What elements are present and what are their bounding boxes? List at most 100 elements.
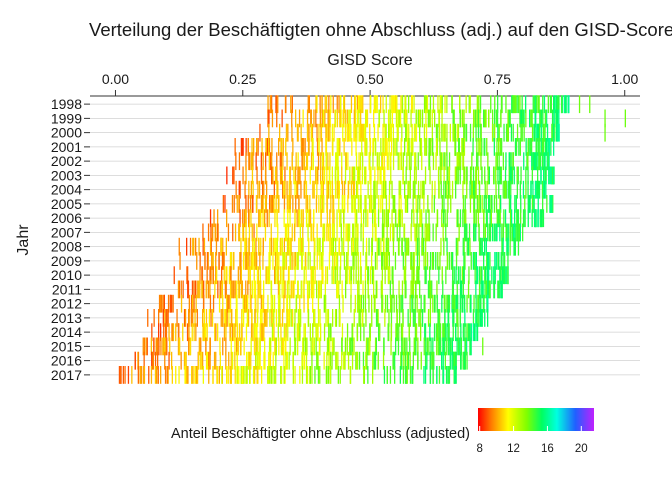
data-mark xyxy=(266,209,268,228)
data-mark xyxy=(317,237,319,256)
data-mark xyxy=(534,95,536,114)
data-mark xyxy=(299,237,301,256)
data-mark xyxy=(247,280,249,299)
data-mark xyxy=(236,366,239,384)
data-mark xyxy=(417,266,419,285)
data-mark xyxy=(417,109,419,128)
data-mark xyxy=(506,223,508,242)
data-mark xyxy=(256,337,258,356)
data-mark xyxy=(551,109,554,128)
data-mark xyxy=(269,252,271,270)
data-mark xyxy=(309,209,311,228)
data-mark xyxy=(500,95,503,114)
data-mark xyxy=(340,252,342,270)
data-mark xyxy=(461,138,463,156)
data-mark xyxy=(418,309,420,327)
data-mark xyxy=(200,351,202,370)
data-mark xyxy=(359,166,361,185)
data-mark xyxy=(340,209,342,228)
data-mark xyxy=(311,223,313,242)
data-mark xyxy=(402,309,404,327)
data-mark xyxy=(358,280,360,299)
data-mark xyxy=(404,195,407,213)
data-mark xyxy=(264,209,266,228)
data-mark xyxy=(227,366,229,384)
data-mark xyxy=(245,280,247,299)
data-mark xyxy=(450,252,453,270)
data-mark xyxy=(266,266,268,285)
data-mark xyxy=(374,209,377,228)
data-mark xyxy=(222,252,224,270)
data-mark xyxy=(320,152,322,171)
data-mark xyxy=(250,323,253,342)
data-mark xyxy=(281,280,283,299)
data-mark xyxy=(308,95,310,114)
data-mark xyxy=(466,237,468,256)
data-mark xyxy=(316,223,318,242)
data-mark xyxy=(336,166,338,185)
data-mark xyxy=(439,323,441,342)
data-mark xyxy=(334,180,337,199)
data-mark xyxy=(238,323,241,342)
data-mark xyxy=(457,166,459,185)
data-mark xyxy=(213,209,215,228)
data-mark xyxy=(351,138,353,156)
data-mark xyxy=(346,266,348,285)
data-mark xyxy=(222,195,224,213)
data-mark xyxy=(472,123,474,142)
data-mark xyxy=(373,180,375,199)
data-mark xyxy=(386,152,388,171)
data-mark xyxy=(323,223,325,242)
data-mark xyxy=(392,152,395,171)
data-mark xyxy=(171,294,173,313)
data-mark xyxy=(249,195,252,213)
data-mark xyxy=(253,280,255,299)
data-mark xyxy=(395,209,397,228)
data-mark xyxy=(491,266,493,285)
data-mark xyxy=(175,323,177,342)
data-mark xyxy=(286,195,288,213)
data-mark xyxy=(269,195,271,213)
data-mark xyxy=(283,266,285,285)
data-mark xyxy=(374,337,377,356)
data-mark xyxy=(396,223,398,242)
data-mark xyxy=(247,309,250,327)
data-mark xyxy=(457,294,459,313)
data-mark xyxy=(353,195,356,213)
y-tick-label: 2008 xyxy=(51,239,82,255)
data-mark xyxy=(235,294,237,313)
data-mark xyxy=(339,109,341,128)
data-mark xyxy=(469,95,471,114)
data-mark xyxy=(391,209,393,228)
data-mark xyxy=(127,366,130,384)
data-mark xyxy=(337,152,339,171)
data-mark xyxy=(332,195,334,213)
data-mark xyxy=(477,294,480,313)
data-mark xyxy=(404,280,406,299)
data-mark xyxy=(423,195,425,213)
data-mark xyxy=(313,280,315,299)
data-mark xyxy=(289,294,291,313)
data-mark xyxy=(528,195,530,213)
data-mark xyxy=(283,237,285,256)
data-mark xyxy=(338,209,341,228)
data-mark xyxy=(515,138,518,156)
data-mark xyxy=(318,280,321,299)
data-mark xyxy=(387,323,389,342)
data-mark xyxy=(371,266,374,285)
data-mark xyxy=(155,366,158,384)
data-mark xyxy=(248,209,250,228)
data-mark xyxy=(427,280,430,299)
data-mark xyxy=(462,152,465,171)
data-mark xyxy=(459,166,461,185)
data-mark xyxy=(296,123,299,142)
data-mark xyxy=(459,266,461,285)
data-mark xyxy=(423,95,426,114)
data-mark xyxy=(454,138,456,156)
data-mark xyxy=(483,109,485,128)
data-mark xyxy=(171,366,173,384)
data-mark xyxy=(428,223,430,242)
data-mark xyxy=(255,337,257,356)
data-mark xyxy=(431,109,433,128)
data-mark xyxy=(202,223,204,242)
